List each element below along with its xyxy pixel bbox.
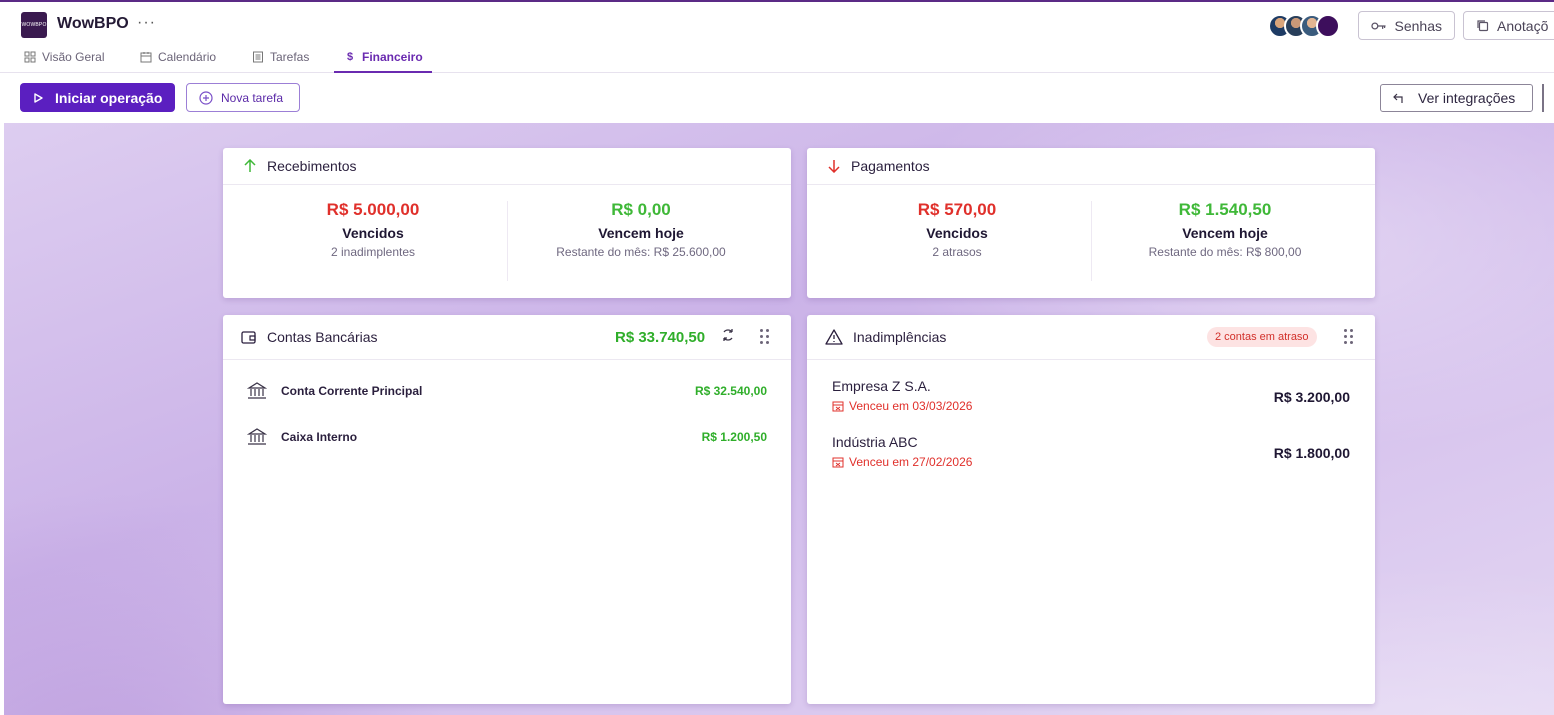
stat-subtext: Restante do mês: R$ 25.600,00 [556,245,726,259]
stat-subtext: 2 atrasos [932,245,982,259]
corner-up-left-icon [1393,93,1403,103]
card-title: Pagamentos [851,158,930,174]
logo-text: WOWBPO [21,22,47,28]
wallet-icon [241,330,256,344]
stat-label: Vencidos [926,225,988,241]
account-name: Caixa Interno [281,430,358,444]
top-bar: WOWBPO WowBPO ··· Senhas Anotaçõ [0,0,1554,46]
app-logo[interactable]: WOWBPO [21,12,47,38]
account-name: Conta Corrente Principal [281,384,423,398]
card-header: Recebimentos [223,148,791,185]
calendar-icon [140,51,152,63]
tab-label: Visão Geral [42,50,105,64]
start-operation-label: Iniciar operação [55,89,163,106]
senhas-label: Senhas [1394,17,1442,34]
card-title: Contas Bancárias [267,329,378,345]
card-header: Contas Bancárias [223,315,791,360]
anotacoes-label: Anotaçõ [1497,17,1549,34]
more-options-icon[interactable]: ··· [137,14,156,31]
tab-label: Tarefas [270,50,310,64]
account-balance: R$ 1.200,50 [701,430,767,444]
stat-subtext: Restante do mês: R$ 800,00 [1148,245,1302,259]
calendar-x-icon [832,401,844,412]
inadimplencias-card: Inadimplências 2 contas em atraso Empres… [807,315,1375,704]
app-title: WowBPO [57,15,129,32]
view-integrations-button[interactable]: Ver integrações [1380,84,1533,112]
new-task-button[interactable]: Nova tarefa [186,83,300,112]
bank-account-row[interactable]: Conta Corrente Principal R$ 32.540,00 [247,381,767,401]
pagamentos-card: Pagamentos R$ 570,00 Vencidos 2 atrasos … [807,148,1375,298]
recebimentos-vencem-hoje: R$ 0,00 Vencem hoje Restante do mês: R$ … [507,200,775,259]
tab-financeiro[interactable]: $ Financeiro [334,50,432,73]
refresh-icon[interactable] [721,328,735,345]
stat-amount: R$ 570,00 [917,200,997,219]
drag-handle-icon[interactable] [760,329,770,345]
debtor-name: Indústria ABC [832,434,918,450]
drag-handle-icon[interactable] [1344,329,1354,345]
new-task-label: Nova tarefa [221,90,284,105]
contas-bancarias-card: Contas Bancárias R$ 33.740,50 Conta Corr… [223,315,791,704]
bank-icon [247,382,267,399]
grid-icon [24,51,36,63]
due-date: Venceu em 03/03/2026 [832,399,1350,413]
debtor-name: Empresa Z S.A. [832,378,931,394]
contas-total: R$ 33.740,50 [615,329,706,346]
overdue-badge: 2 contas em atraso [1207,327,1317,347]
stat-divider [507,201,508,281]
toolbar-divider [1542,84,1544,112]
stat-divider [1091,201,1092,281]
stat-amount: R$ 0,00 [611,200,671,219]
due-date: Venceu em 27/02/2026 [832,455,1350,469]
tab-calendario[interactable]: Calendário [140,50,216,73]
card-header: Inadimplências [807,315,1375,360]
recebimentos-vencidos: R$ 5.000,00 Vencidos 2 inadimplentes [239,200,507,259]
key-icon [1371,21,1386,30]
tab-tarefas[interactable]: Tarefas [252,50,309,73]
arrow-down-icon [828,160,840,173]
copy-icon [1477,20,1489,32]
pagamentos-vencidos: R$ 570,00 Vencidos 2 atrasos [823,200,1091,259]
account-balance: R$ 32.540,00 [694,384,767,398]
card-title: Recebimentos [267,158,357,174]
due-date-text: Venceu em 27/02/2026 [849,455,973,469]
tab-bar: Visão Geral Calendário Tarefas $ Finance… [0,46,1554,73]
due-date-text: Venceu em 03/03/2026 [849,399,973,413]
bank-account-row[interactable]: Caixa Interno R$ 1.200,50 [247,427,767,447]
recebimentos-card: Recebimentos R$ 5.000,00 Vencidos 2 inad… [223,148,791,298]
overdue-amount: R$ 1.800,00 [1273,445,1350,461]
start-operation-button[interactable]: Iniciar operação [20,83,175,112]
pagamentos-vencem-hoje: R$ 1.540,50 Vencem hoje Restante do mês:… [1091,200,1359,259]
senhas-button[interactable]: Senhas [1358,11,1455,40]
overdue-amount: R$ 3.200,00 [1273,389,1350,405]
stat-label: Vencidos [342,225,404,241]
view-integrations-label: Ver integrações [1418,90,1516,106]
action-bar: Iniciar operação Nova tarefa Ver integra… [0,73,1554,123]
arrow-up-icon [244,159,256,172]
card-title: Inadimplências [853,329,947,345]
stat-subtext: 2 inadimplentes [330,245,416,259]
plus-circle-icon [199,90,213,105]
list-icon [252,51,264,63]
anotacoes-button[interactable]: Anotaçõ [1463,11,1554,40]
overdue-row[interactable]: Indústria ABC Venceu em 27/02/2026 R$ 1.… [832,434,1350,474]
overdue-row[interactable]: Empresa Z S.A. Venceu em 03/03/2026 R$ 3… [832,378,1350,418]
stat-amount: R$ 1.540,50 [1178,200,1272,219]
avatar[interactable] [1316,14,1340,38]
stat-amount: R$ 5.000,00 [326,200,420,219]
stat-label: Vencem hoje [598,225,684,241]
tab-visao-geral[interactable]: Visão Geral [24,50,104,73]
play-icon [34,92,43,103]
bank-icon [247,428,267,445]
stat-label: Vencem hoje [1182,225,1268,241]
dollar-icon: $ [346,51,354,63]
card-header: Pagamentos [807,148,1375,185]
tab-label: Calendário [158,50,217,64]
calendar-x-icon [832,457,844,468]
tab-label: Financeiro [362,50,423,64]
warning-icon [825,329,843,345]
